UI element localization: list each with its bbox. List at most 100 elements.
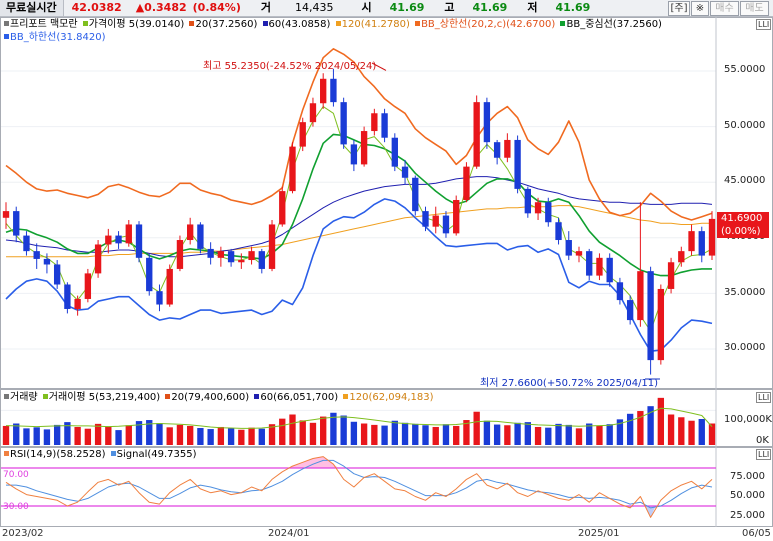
candle-body (94, 244, 102, 274)
legend-ma120: 120(41.2780) (341, 19, 410, 30)
volume-bar (64, 422, 71, 445)
volume-bar (187, 425, 194, 445)
rsi-y-tick: 50.000 (730, 490, 765, 501)
legend-swatch-icon (4, 34, 9, 39)
volume-bar (197, 428, 204, 445)
candle-body (43, 258, 51, 265)
candle-body (586, 251, 593, 276)
volume-bar (115, 430, 122, 445)
price-panel-corner[interactable]: LLI (756, 19, 772, 30)
last-price-pct: (0.00%) (721, 226, 761, 237)
legend-rsi: RSI(14,9)(58.2528) (10, 449, 106, 460)
legend-symbol: 프리포트 맥모란 (10, 19, 78, 30)
price-y-tick: 35.0000 (724, 287, 766, 298)
volume-bar (647, 406, 654, 445)
candle-body (606, 257, 613, 283)
volume-bar (708, 423, 716, 445)
legend-swatch-icon (110, 451, 116, 456)
candle-body (248, 251, 255, 261)
max-annotation: 최고 55.2350(-24.52% 2024/05/24) (203, 61, 377, 72)
candle-body (125, 224, 132, 244)
volume-bar (453, 425, 460, 445)
price-y-tick: 45.0000 (724, 175, 766, 186)
legend-swatch-icon (343, 394, 349, 399)
candle-body (176, 240, 184, 269)
settings-icon[interactable]: ※ (691, 1, 709, 16)
volume-bar (33, 427, 40, 445)
price-y-tick: 55.0000 (724, 64, 766, 75)
open-value: 41.69 (389, 1, 425, 14)
candle-body (289, 146, 296, 192)
last-price-value: 41.6900 (721, 213, 763, 224)
candle-body (667, 262, 675, 289)
volume-bar (156, 423, 163, 445)
candle-body (166, 268, 173, 305)
legend-bb-mid: BB_중심선(37.2560) (566, 19, 662, 30)
candle-body (156, 291, 163, 305)
volume-bar (309, 422, 317, 445)
legend-ma60: 60(43.0858) (268, 19, 331, 30)
volume-bar (43, 429, 51, 445)
candle-body (678, 251, 685, 263)
rsi-y-tick: 75.000 (730, 471, 765, 482)
low-label: 저 (527, 1, 538, 14)
x-tick: 2024/01 (268, 528, 310, 539)
volume-bar (524, 422, 531, 445)
volume-bar (401, 422, 409, 445)
legend-swatch-icon (165, 394, 171, 399)
ma120-line (6, 205, 712, 258)
legend-swatch-icon (4, 21, 9, 26)
volume-value: 14,435 (294, 1, 334, 14)
legend-swatch-icon (42, 394, 48, 399)
volume-y-tick: 100,000K (724, 414, 772, 425)
volume-bar (514, 422, 521, 445)
buy-button[interactable]: 매수 (710, 1, 739, 16)
candle-body (2, 211, 10, 218)
volume-bar (422, 425, 429, 445)
price-y-tick: 50.0000 (724, 120, 766, 131)
rsi-overbought-area (287, 456, 339, 468)
candle-body (463, 166, 470, 200)
price-change-pct: (0.84%) (192, 1, 241, 14)
low-value: 41.69 (555, 1, 591, 14)
candle-body (412, 177, 419, 212)
candle-body (146, 257, 153, 292)
price-legend-row1: 프리포트 맥모란 가격이평 5(39.0140) 20(37.2560) 60(… (2, 19, 662, 31)
volume-panel-corner[interactable]: LLI (756, 392, 772, 403)
candle-body (135, 224, 143, 258)
candle-body (493, 142, 501, 158)
current-price: 42.0382 (71, 1, 122, 14)
candle-body (524, 188, 531, 214)
volume-bar (238, 429, 245, 445)
candle-body (565, 240, 572, 256)
high-value: 41.69 (472, 1, 508, 14)
legend-vol-ma20: 20(79,400,600) (171, 392, 250, 403)
candle-body (74, 298, 81, 309)
volume-bar (534, 426, 542, 445)
last-price-tag: 41.6900 (0.00%) (717, 212, 769, 238)
rsi-panel-corner[interactable]: LLI (756, 449, 772, 460)
legend-swatch-icon (4, 451, 9, 456)
legend-vol-ma60: 60(66,051,700) (260, 392, 339, 403)
candle-body (637, 271, 644, 321)
candle-body (575, 251, 583, 256)
volume-bar (432, 426, 439, 445)
sell-button[interactable]: 매도 (740, 1, 769, 16)
volume-legend: 거래량 거래이평 5(53,219,400) 20(79,400,600) 60… (2, 392, 434, 404)
candle-body (227, 251, 235, 263)
volume-bar (596, 425, 603, 445)
legend-ma5: 가격이평 5(39.0140) (88, 19, 185, 30)
candle-body (320, 78, 327, 104)
candle-body (64, 284, 71, 309)
candle-body (555, 222, 562, 241)
volume-bar (371, 424, 378, 445)
candle-body (432, 215, 439, 227)
candle-body (84, 273, 92, 299)
candle-body (688, 231, 695, 252)
stock-type-button[interactable]: [주] (668, 1, 690, 16)
volume-bar (125, 425, 132, 445)
x-tick: 2023/02 (2, 528, 44, 539)
quote-bar: 무료실시간 42.0382 ▲0.3482 (0.84%) 거 14,435 시… (0, 0, 773, 17)
open-label: 시 (361, 1, 372, 14)
